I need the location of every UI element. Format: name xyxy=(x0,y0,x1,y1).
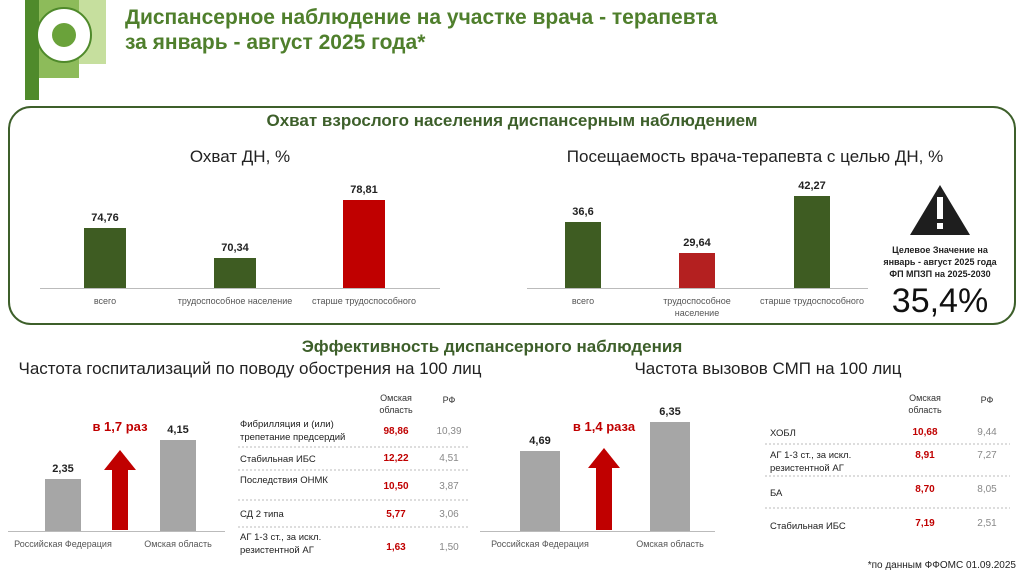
category-label: всего xyxy=(93,296,117,306)
value-label: 70,34 xyxy=(221,242,249,255)
row-label: СД 2 типа xyxy=(240,509,284,520)
annotation: в 1,4 раза xyxy=(572,419,636,434)
section-title: Охват взрослого населения диспансерным н… xyxy=(266,111,758,130)
column-header: РФ xyxy=(442,395,456,405)
bar xyxy=(84,227,126,288)
column-header: РФ xyxy=(980,395,994,405)
chart-title: Охват ДН, % xyxy=(189,147,291,166)
warning-icon xyxy=(937,223,943,229)
value-label: 36,6 xyxy=(572,205,594,218)
category-label: старше трудоспособного xyxy=(312,296,416,306)
title: Диспансерное наблюдение на участке врача… xyxy=(125,6,718,29)
title: за январь - август 2025 года* xyxy=(125,31,426,54)
cell-omsk: 10,68 xyxy=(912,427,938,438)
cell-rf: 3,87 xyxy=(439,481,459,492)
header-bar xyxy=(25,0,39,100)
bar xyxy=(794,195,830,288)
cell-omsk: 10,50 xyxy=(383,481,409,492)
logo xyxy=(52,23,76,47)
value-label: 42,27 xyxy=(798,179,826,192)
row-label: ХОБЛ xyxy=(770,428,796,439)
category-label: трудоспособное население xyxy=(177,296,293,306)
row-label: Фибрилляция и (или) трепетание предсерди… xyxy=(240,419,346,443)
cell-omsk: 8,70 xyxy=(915,484,935,495)
cell-omsk: 5,77 xyxy=(386,509,406,520)
bar xyxy=(45,479,81,531)
target-value: 35,4% xyxy=(891,282,989,320)
category-label: всего xyxy=(571,296,595,306)
cell-omsk: 8,91 xyxy=(915,450,935,461)
bar xyxy=(214,258,256,288)
value-label: 4,69 xyxy=(529,434,551,447)
category-label: трудоспособное население xyxy=(663,296,731,318)
value-label: 74,76 xyxy=(91,211,119,224)
category-label: Омская область xyxy=(636,539,704,549)
value-label: 4,15 xyxy=(167,423,189,436)
value-label: 78,81 xyxy=(350,184,378,197)
chart-title: Частота вызовов СМП на 100 лиц xyxy=(634,359,902,378)
baseline xyxy=(40,288,440,289)
cell-rf: 7,27 xyxy=(977,450,997,461)
cell-rf: 8,05 xyxy=(977,484,997,495)
value-label: 29,64 xyxy=(683,237,711,250)
cell-rf: 2,51 xyxy=(977,518,997,529)
column-header: Омская область xyxy=(908,393,942,415)
category-label: Российская Федерация xyxy=(491,539,589,549)
table-rule xyxy=(238,443,1010,528)
arrow xyxy=(104,448,620,530)
column-header: Омская область xyxy=(379,393,413,415)
row-label: Последствия ОНМК xyxy=(240,475,328,486)
value-label: 6,35 xyxy=(659,406,681,419)
bar xyxy=(679,253,715,288)
bar xyxy=(160,439,196,531)
row-label: АГ 1-3 ст., за искл. резистентной АГ xyxy=(770,450,852,474)
bar xyxy=(565,221,601,288)
cell-omsk: 98,86 xyxy=(383,426,409,437)
category-label: старше трудоспособного xyxy=(760,296,864,306)
cell-rf: 10,39 xyxy=(436,426,462,437)
cell-omsk: 7,19 xyxy=(915,518,935,529)
row-label: Стабильная ИБС xyxy=(770,521,846,532)
row-label: АГ 1-3 ст., за искл. резистентной АГ xyxy=(240,532,322,556)
section-frame xyxy=(8,106,1016,325)
baseline xyxy=(8,531,225,532)
annotation: в 1,7 раз xyxy=(92,419,148,434)
bar xyxy=(343,200,385,288)
warning-icon xyxy=(937,197,943,219)
footnote: *по данным ФФОМС 01.09.2025 xyxy=(867,560,1016,571)
chart-title: Частота госпитализаций по поводу обостре… xyxy=(18,359,482,378)
value-label: 2,35 xyxy=(52,463,74,476)
chart-title: Посещаемость врача-терапевта с целью ДН,… xyxy=(566,147,944,166)
section-title: Эффективность диспансерного наблюдения xyxy=(301,337,683,356)
baseline xyxy=(527,288,868,289)
cell-omsk: 12,22 xyxy=(383,453,409,464)
bar xyxy=(650,422,690,531)
bar xyxy=(520,450,560,531)
baseline xyxy=(480,531,715,532)
row-label: БА xyxy=(770,488,783,499)
category-label: Российская Федерация xyxy=(14,539,112,549)
cell-omsk: 1,63 xyxy=(386,542,406,553)
cell-rf: 3,06 xyxy=(439,509,459,520)
target-text: Целевое Значение на январь - август 2025… xyxy=(883,245,997,279)
category-label: Омская область xyxy=(144,539,212,549)
cell-rf: 9,44 xyxy=(977,427,997,438)
row-label: Стабильная ИБС xyxy=(240,454,316,465)
cell-rf: 4,51 xyxy=(439,453,459,464)
cell-rf: 1,50 xyxy=(439,542,459,553)
